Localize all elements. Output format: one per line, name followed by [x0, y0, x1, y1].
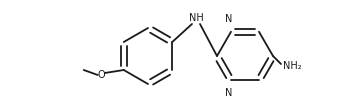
Text: NH: NH: [189, 13, 203, 23]
Text: NH₂: NH₂: [283, 61, 301, 71]
Text: N: N: [225, 14, 233, 24]
Text: O: O: [98, 70, 105, 80]
Text: N: N: [225, 88, 233, 98]
